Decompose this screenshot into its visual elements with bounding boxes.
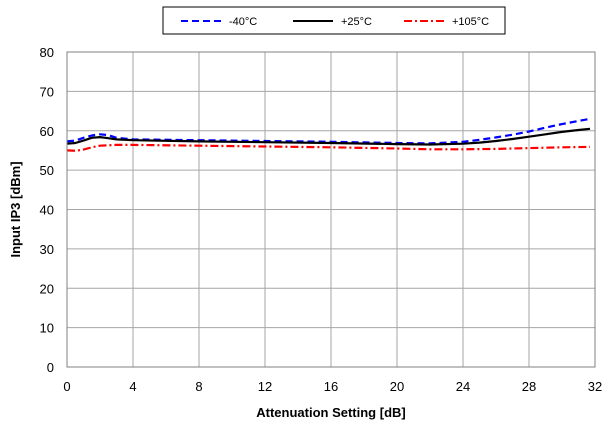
x-tick-labels: 0 4 8 12 16 20 24 28 32 <box>63 379 602 394</box>
series-layer <box>66 117 591 152</box>
y-tick-label: 0 <box>47 360 54 375</box>
series-line-0 <box>66 117 591 145</box>
y-tick-label: 10 <box>40 321 54 336</box>
y-tick-label: 20 <box>40 281 54 296</box>
x-axis-title: Attenuation Setting [dB] <box>256 405 405 420</box>
x-tick-label: 0 <box>63 379 70 394</box>
y-tick-label: 70 <box>40 84 54 99</box>
y-axis-title: Input IP3 [dBm] <box>8 161 23 257</box>
y-tick-label: 80 <box>40 45 54 60</box>
series-line-1 <box>66 127 591 146</box>
legend-label-0: -40°C <box>229 16 257 28</box>
x-tick-label: 8 <box>195 379 202 394</box>
x-tick-label: 24 <box>456 379 470 394</box>
grid <box>67 52 595 367</box>
legend-label-1: +25°C <box>341 16 372 28</box>
plot-frame <box>66 51 596 368</box>
y-tick-labels: 0 10 20 30 40 50 60 70 80 <box>40 45 54 375</box>
legend-label-2: +105°C <box>452 16 489 28</box>
y-tick-label: 30 <box>40 242 54 257</box>
x-tick-label: 16 <box>324 379 338 394</box>
legend: -40°C +25°C +105°C <box>162 6 506 35</box>
series-line-2 <box>66 143 591 152</box>
x-tick-label: 20 <box>390 379 404 394</box>
x-tick-label: 28 <box>522 379 536 394</box>
y-tick-label: 50 <box>40 163 54 178</box>
y-tick-label: 40 <box>40 203 54 218</box>
y-tick-label: 60 <box>40 124 54 139</box>
x-tick-label: 32 <box>588 379 602 394</box>
x-tick-label: 12 <box>258 379 272 394</box>
x-tick-label: 4 <box>129 379 136 394</box>
